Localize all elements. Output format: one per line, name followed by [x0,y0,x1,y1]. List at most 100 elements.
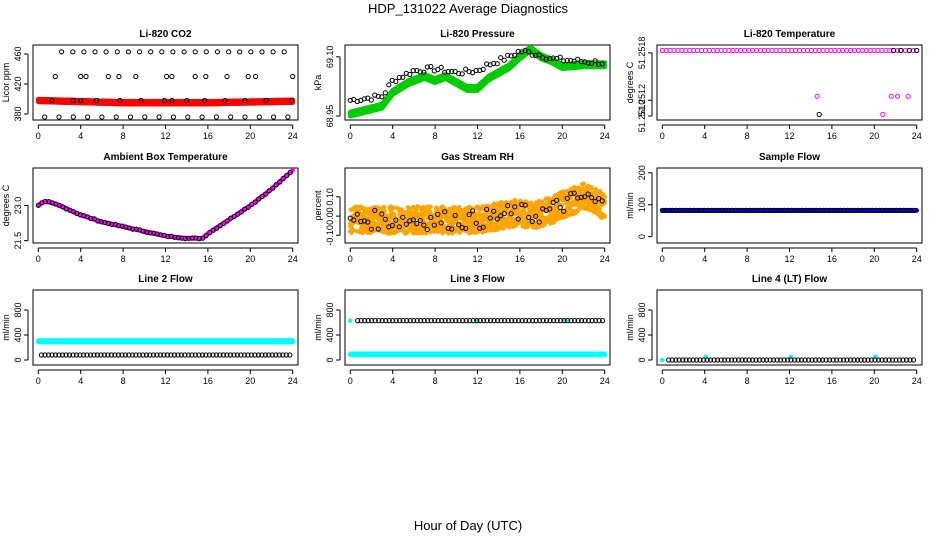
x-tick-label: 20 [245,131,255,141]
data-point [522,202,528,208]
data-point [52,73,58,80]
data-point [407,71,413,78]
data-point [389,222,395,229]
data-point [512,204,518,210]
x-tick-label: 16 [203,254,213,264]
data-point [393,78,399,85]
data-point [529,52,535,58]
plot-area [35,338,296,358]
series-temp-upper [659,47,916,54]
data-point [400,214,406,220]
data-point [400,74,406,80]
data-point [533,52,539,59]
data-point [743,207,749,213]
data-point [116,73,122,80]
data-point [445,69,451,75]
data-point [161,97,167,104]
data-point [438,220,444,226]
x-tick-label: 24 [288,131,298,141]
y-tick-label: 21.5 [13,232,23,250]
data-point [42,114,48,120]
y-tick-label: 51.2512 [637,84,647,117]
data-point [515,48,521,54]
data-point [771,207,777,213]
data-point [428,214,434,220]
data-point [214,49,220,55]
data-point [287,169,293,176]
plot-area [35,49,296,120]
data-point [470,208,476,214]
data-point [602,60,608,65]
chart-title: Sample Flow [759,152,820,163]
chart-title: Gas Stream RH [441,152,514,163]
data-point [263,97,269,104]
data-point [477,211,482,216]
data-point [238,209,244,215]
data-point [442,209,448,215]
data-point [904,207,910,213]
data-point [449,68,455,75]
x-tick-label: 20 [557,254,567,264]
data-point [785,207,791,213]
data-point [726,207,732,213]
data-point [449,226,455,232]
data-point [381,204,387,210]
data-point [561,208,567,214]
data-point [172,234,178,240]
data-point [564,195,570,201]
data-point [855,207,861,213]
data-point [192,49,198,55]
x-tick-label: 0 [348,254,353,264]
data-point [252,199,258,205]
data-point [170,49,176,55]
data-point [543,56,549,62]
data-point [347,97,353,103]
data-point [480,224,486,230]
data-point [169,97,175,104]
y-tick-label: 51.2518 [637,37,647,70]
x-tick-label: 0 [660,254,665,264]
data-point [554,197,560,203]
y-tick-label: 0 [637,234,647,239]
data-point [196,236,202,242]
data-point [533,213,539,219]
data-point [687,207,693,213]
data-point [214,225,220,231]
data-point [515,216,521,222]
data-point [242,114,248,120]
data-point [408,209,414,215]
data-point [694,207,700,213]
data-point [49,97,55,104]
data-point [557,204,563,210]
data-point [866,207,872,213]
data-point [59,49,65,55]
data-point [424,226,430,232]
data-point [582,194,588,200]
x-axis: 0 4 8 12 16 20 24 [36,124,298,141]
data-point [382,90,388,96]
data-point [789,207,795,213]
x-axis: 0 4 8 12 16 20 24 [660,124,922,141]
data-point [792,207,798,213]
data-point [659,207,665,213]
data-point [466,212,472,218]
x-tick-label: 24 [912,131,922,141]
data-point [750,207,756,213]
series-center-points [49,97,295,104]
data-point [175,235,181,241]
chart-title: Li-820 Pressure [440,29,515,40]
data-point [447,210,453,216]
data-point [222,97,228,104]
data-point [95,218,101,224]
data-point [421,222,427,228]
plot-frame [344,44,611,121]
data-point [473,220,479,226]
data-point [729,207,735,213]
series-pressure-black [347,47,605,105]
y-tick-label: 68.95 [325,105,335,128]
data-point [77,212,83,218]
